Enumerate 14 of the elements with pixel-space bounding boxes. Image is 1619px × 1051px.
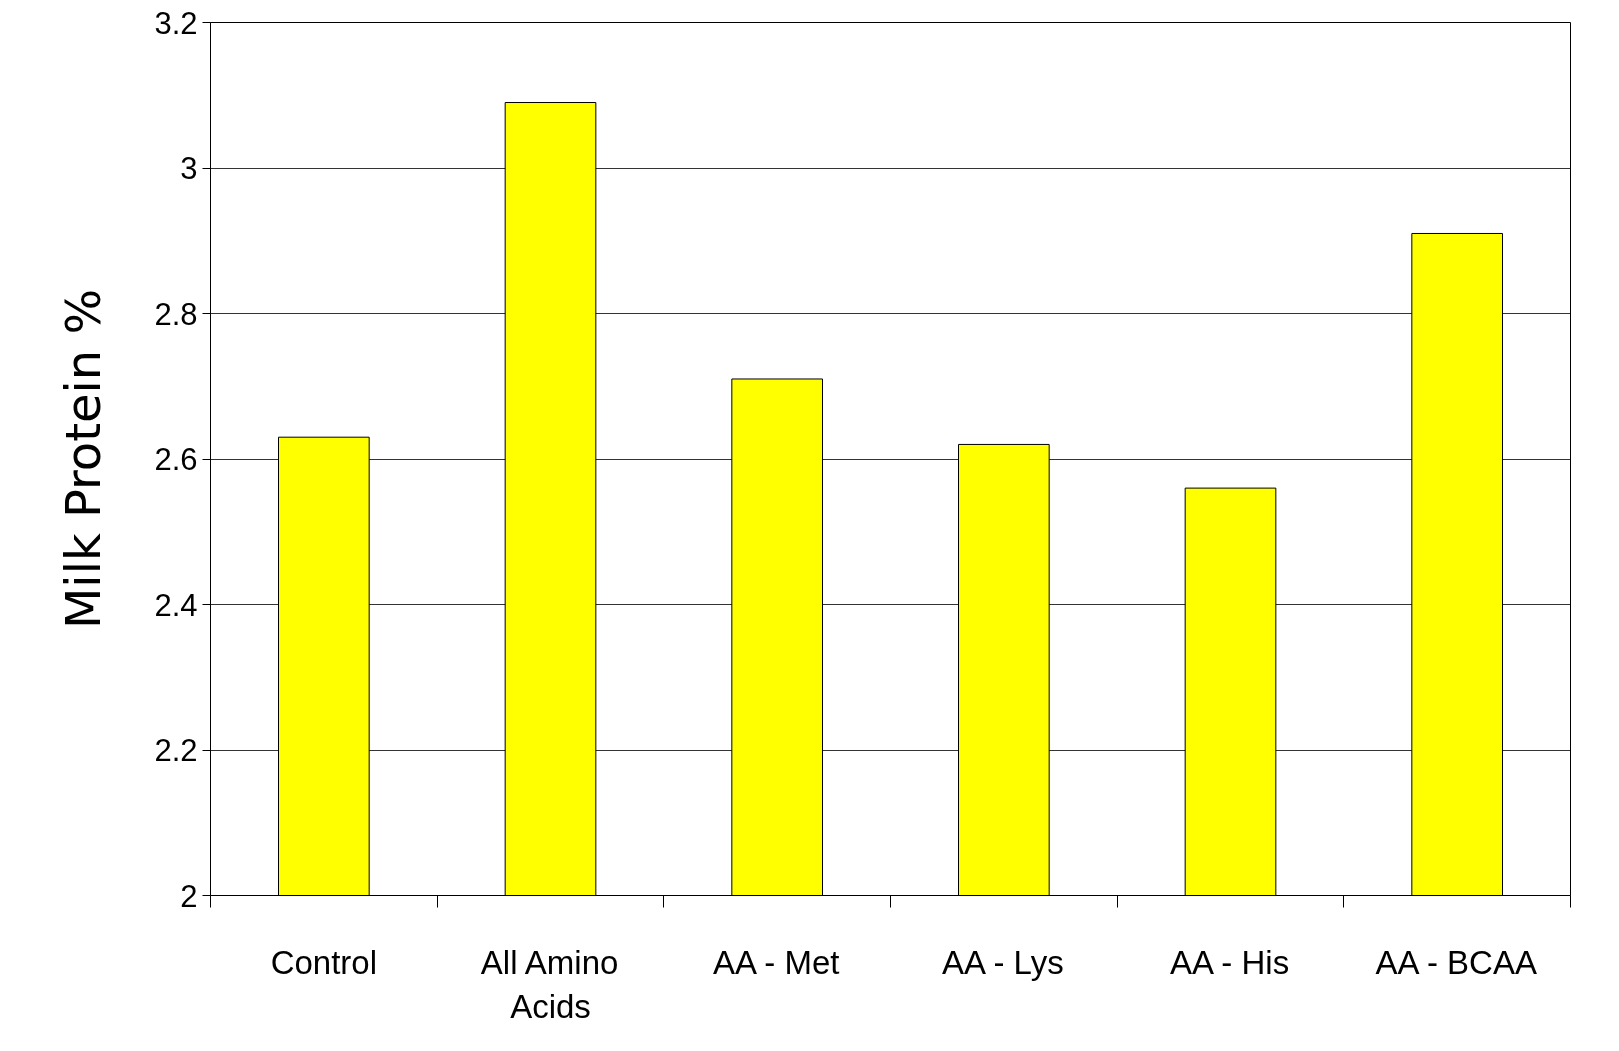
- y-tick-label: 2.2: [154, 733, 198, 768]
- y-tick-label: 2.8: [154, 296, 198, 332]
- x-tick-label: AA - His: [1169, 943, 1290, 981]
- y-axis-title: Milk Protein %: [55, 288, 112, 630]
- y-tick-label: 2: [180, 878, 198, 914]
- y-tick-label: 2.4: [154, 587, 198, 623]
- y-tick-label: 3: [180, 151, 198, 186]
- x-tick-label: All Amino Acids: [480, 943, 619, 1025]
- y-tick-label: 2.6: [154, 442, 198, 477]
- x-tick-label: AA - Lys: [942, 943, 1064, 981]
- y-tick-label: 3.2: [154, 5, 198, 41]
- x-tick-label: AA - BCAA: [1375, 943, 1537, 981]
- x-tick-label: AA - Met: [712, 943, 840, 981]
- x-tick-label: Control: [270, 943, 378, 981]
